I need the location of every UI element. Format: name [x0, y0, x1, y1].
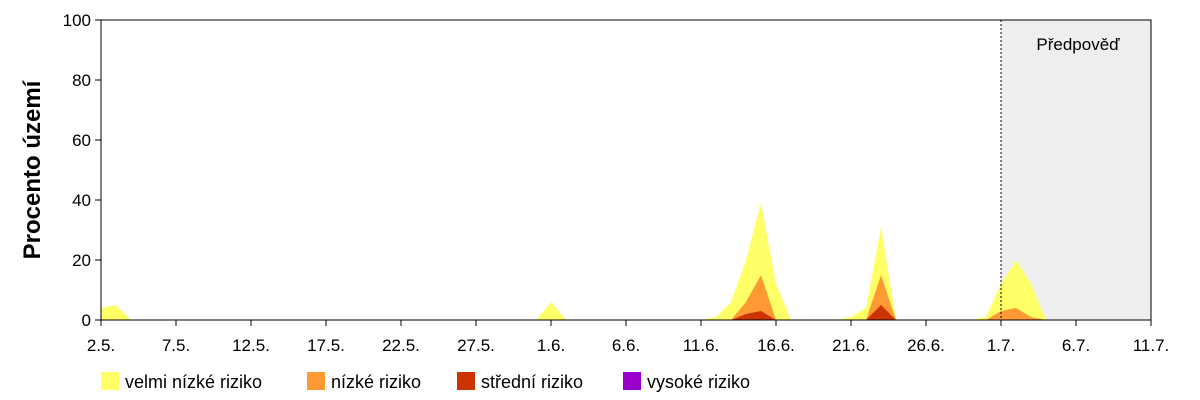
legend-label: střední riziko — [481, 372, 583, 392]
legend: velmi nízké riziko nízké riziko střední ri… — [101, 372, 750, 392]
legend-swatch — [623, 372, 641, 390]
y-tick-label: 100 — [63, 11, 91, 30]
x-tick-label: 17.5. — [307, 336, 345, 355]
x-tick-label: 11.6. — [683, 336, 720, 355]
x-tick-label: 26.6. — [907, 336, 945, 355]
legend-label: velmi nízké riziko — [125, 372, 262, 392]
legend-swatch — [101, 372, 119, 390]
x-tick-label: 1.7. — [987, 336, 1015, 355]
y-tick-label: 40 — [72, 191, 91, 210]
y-tick-label: 80 — [72, 71, 91, 90]
x-axis-ticks: 2.5. 7.5. 12.5. 17.5. 22.5. 27.5. 1.6. 6.6. 11.6… — [87, 320, 1169, 355]
legend-label: nízké riziko — [331, 372, 421, 392]
series-area-0 — [101, 203, 1061, 320]
y-tick-label: 60 — [72, 131, 91, 150]
x-tick-label: 22.5. — [382, 336, 420, 355]
x-tick-label: 6.7. — [1062, 336, 1090, 355]
x-tick-label: 27.5. — [457, 336, 495, 355]
series-area-1 — [101, 275, 1061, 320]
series-area-2 — [101, 305, 1061, 320]
forecast-label: Předpověď — [1036, 35, 1120, 54]
x-tick-label: 1.6. — [537, 336, 565, 355]
y-axis-ticks: 0 20 40 60 80 100 — [63, 11, 101, 330]
plot-frame — [100, 19, 1152, 321]
legend-label: vysoké riziko — [647, 372, 750, 392]
x-tick-label: 12.5. — [232, 336, 270, 355]
x-tick-label: 2.5. — [87, 336, 115, 355]
x-tick-label: 11.7. — [1133, 336, 1170, 355]
legend-swatch — [307, 372, 325, 390]
legend-swatch — [457, 372, 475, 390]
series-areas — [101, 203, 1061, 320]
x-tick-label: 7.5. — [162, 336, 190, 355]
forecast-region — [1001, 20, 1151, 320]
x-tick-label: 16.6. — [757, 336, 795, 355]
y-tick-label: 0 — [82, 311, 91, 330]
y-axis-title: Procento území — [19, 79, 46, 259]
y-tick-label: 20 — [72, 251, 91, 270]
x-tick-label: 6.6. — [612, 336, 640, 355]
x-tick-label: 21.6. — [832, 336, 870, 355]
